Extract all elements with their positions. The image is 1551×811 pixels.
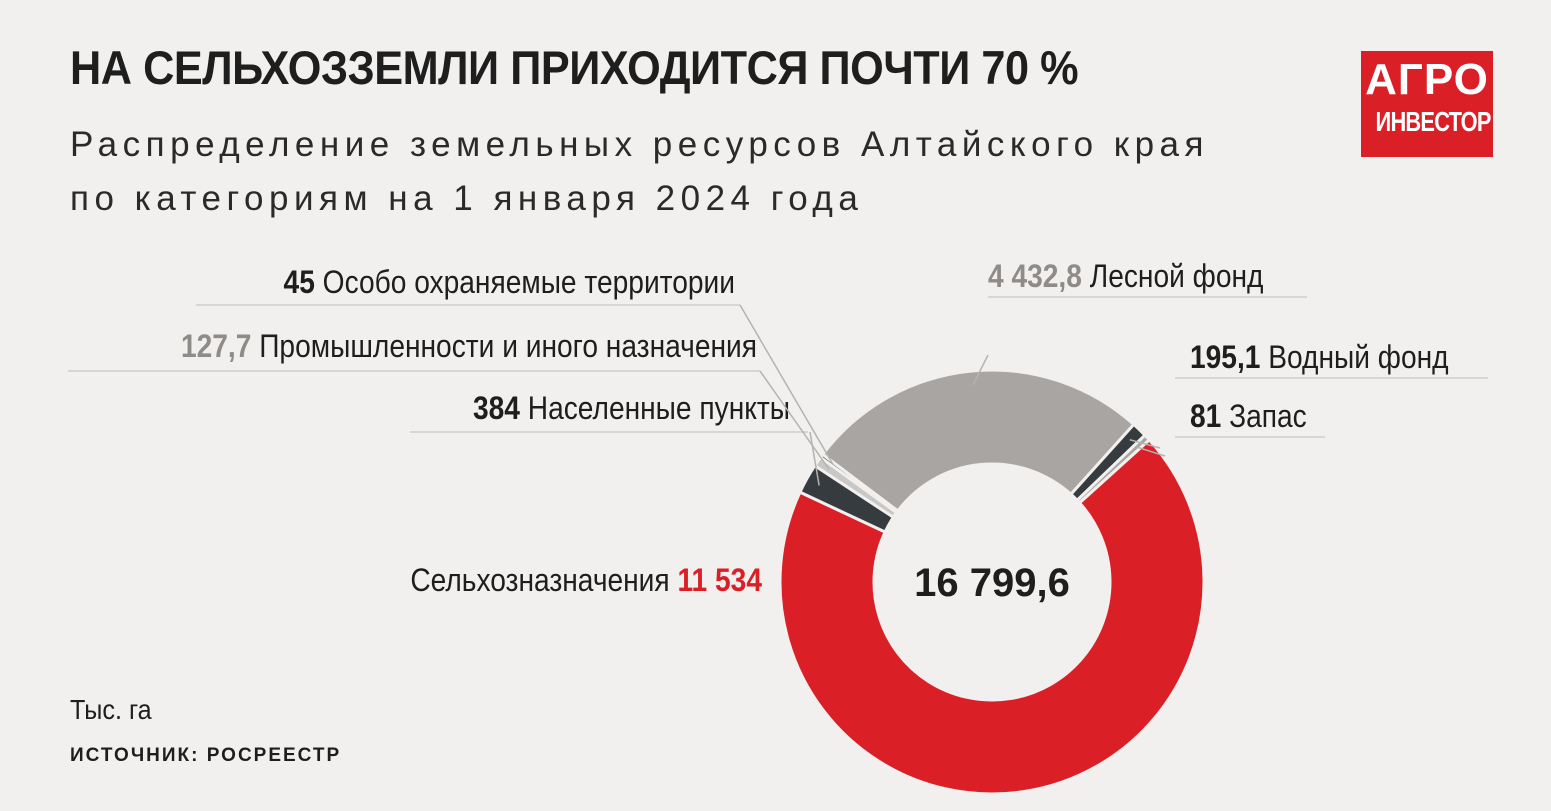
leader-line-slice-2 (1136, 446, 1166, 457)
donut-slice-0 (820, 368, 1136, 514)
value-slice-4: 384 (473, 391, 520, 426)
total-value: 16 799,6 (914, 561, 1070, 605)
category-slice-5: Промышленности и иного назначения (251, 329, 757, 364)
agroinvestor-logo: АГРО ИНВЕСТОР (1361, 51, 1493, 157)
value-slice-6: 45 (284, 265, 315, 300)
leader-line-slice-6 (739, 304, 834, 465)
value-slice-5: 127,7 (181, 329, 251, 364)
value-slice-0: 4 432,8 (988, 259, 1082, 294)
logo-line-1: АГРО (1365, 55, 1489, 104)
category-slice-0: Лесной фонд (1082, 259, 1264, 294)
category-slice-3: Сельхозназначения (410, 563, 677, 598)
unit-label: Тыс. га (70, 694, 152, 725)
category-slice-4: Населенные пункты (520, 391, 790, 426)
label-slice-4: 384 Населенные пункты (473, 391, 790, 426)
value-slice-3: 11 534 (677, 563, 762, 598)
label-slice-0: 4 432,8 Лесной фонд (988, 259, 1264, 294)
logo-line-2: ИНВЕСТОР (1375, 106, 1492, 137)
label-slice-5: 127,7 Промышленности и иного назначения (181, 329, 757, 364)
leader-line-slice-5 (759, 370, 830, 470)
donut-slice-6 (818, 452, 900, 515)
label-slice-3: Сельхозназначения 11 534 (410, 563, 762, 598)
leader-line-slice-4 (809, 431, 820, 486)
source-label: ИСТОЧНИК: РОСРЕЕСТР (70, 745, 342, 766)
leader-line-slice-0 (972, 354, 989, 386)
category-slice-6: Особо охраняемые территории (315, 265, 735, 300)
leader-line-slice-1 (1129, 439, 1161, 449)
chart-subtitle: Распределение земельных ресурсов Алтайск… (70, 125, 1209, 218)
label-slice-2: 81 Запас (1190, 399, 1307, 434)
category-slice-1: Водный фонд (1260, 340, 1449, 375)
value-slice-2: 81 (1190, 399, 1221, 434)
value-slice-1: 195,1 (1190, 340, 1260, 375)
label-slice-6: 45 Особо охраняемые территории (284, 265, 735, 300)
category-slice-2: Запас (1221, 399, 1306, 434)
label-slice-1: 195,1 Водный фонд (1190, 340, 1449, 375)
chart-title: НА СЕЛЬХОЗЗЕМЛИ ПРИХОДИТСЯ ПОЧТИ 70 % (70, 41, 1079, 94)
donut-slice-3 (778, 437, 1206, 796)
